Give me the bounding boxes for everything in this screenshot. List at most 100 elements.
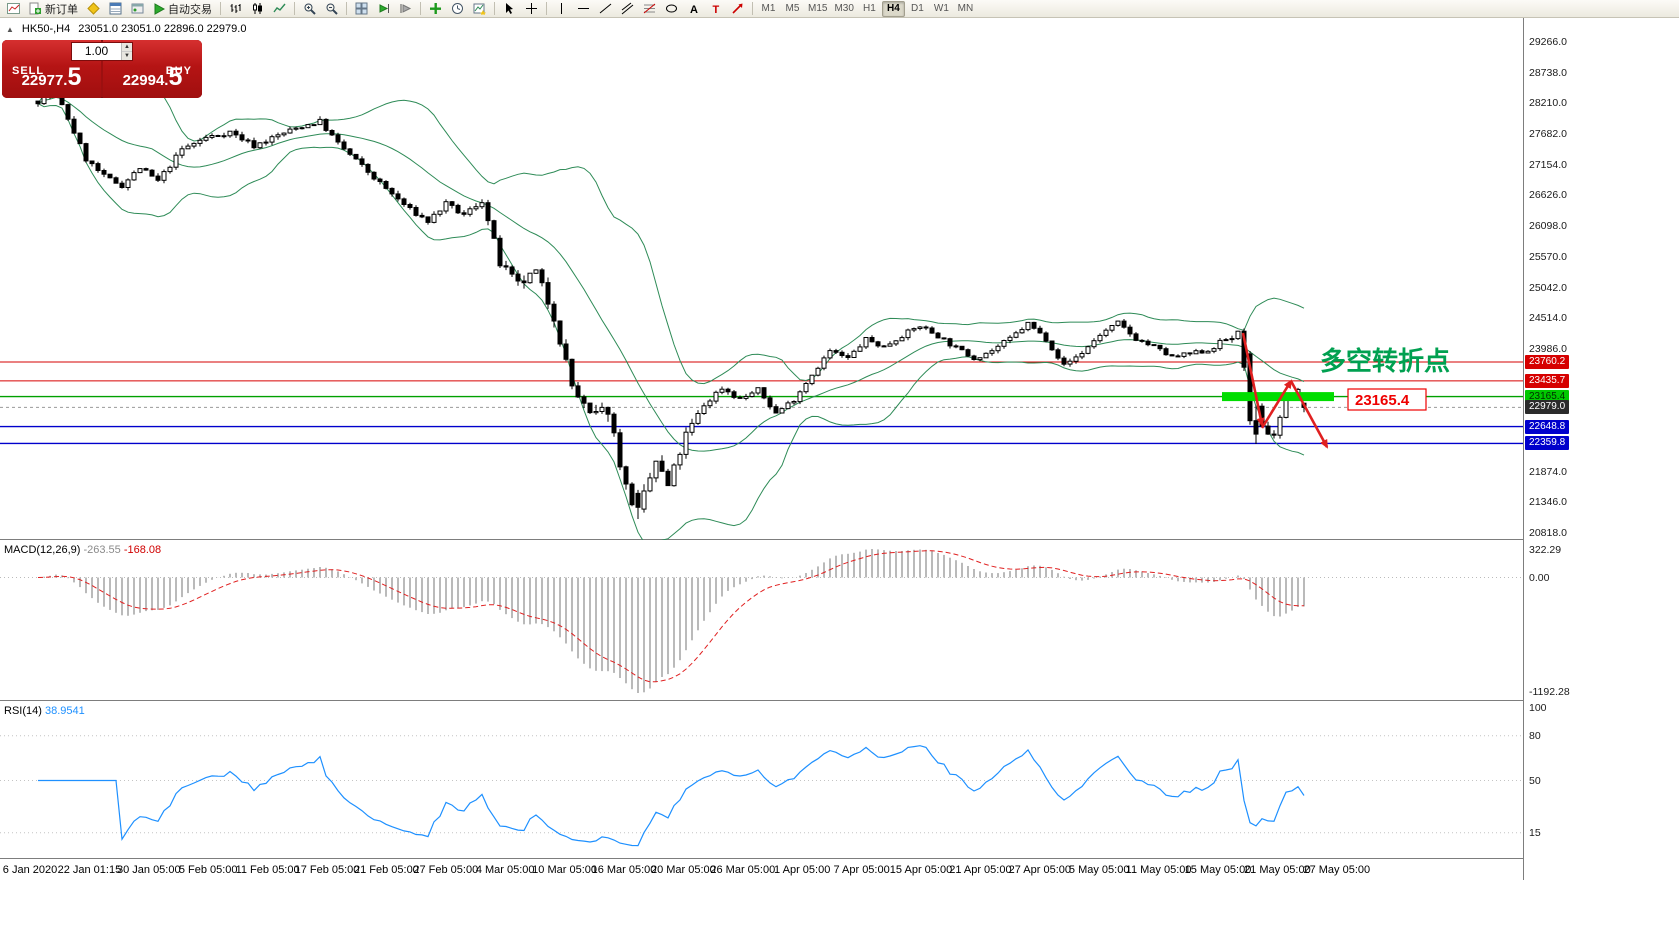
tile-windows-button[interactable] [351,1,372,17]
macd-panel[interactable]: MACD(12,26,9) -263.55 -168.08 [0,541,1523,701]
horizontal-line-icon [577,2,590,15]
fibonacci-button[interactable] [639,1,660,17]
main-toolbar: 新订单 自动交易 A T M1 M5 M15 M30 H1 H4 D1 W1 M… [0,0,1679,18]
rsi-label: RSI(14) 38.9541 [4,705,85,717]
timeframe-m15-button[interactable]: M15 [805,1,830,17]
chart-shift-icon [399,2,412,15]
rsi-value: 38.9541 [44,705,85,717]
zoom-out-icon [325,2,338,15]
macd-chart[interactable] [0,541,1523,701]
shapes-button[interactable] [661,1,682,17]
volume-input[interactable]: 1.00 ▲ ▼ [71,42,133,61]
support-highlight-band[interactable] [1222,392,1334,402]
vertical-line-button[interactable] [551,1,572,17]
text-button[interactable]: A [683,1,704,17]
market-watch-icon [109,2,122,15]
rsi-name: RSI(14) [4,705,42,717]
clock-icon [451,2,464,15]
timeframe-m1-button[interactable]: M1 [757,1,780,17]
periods-button[interactable] [447,1,468,17]
macd-signal-value: -168.08 [123,544,162,556]
time-axis-label: 15 May 05:00 [1184,864,1252,876]
main-chart-panel[interactable]: 多空转折点 23165.4 [0,18,1523,547]
cursor-button[interactable] [499,1,520,17]
metaeditor-icon [87,2,100,15]
sell-button[interactable]: SELL 22977.5 [2,40,101,98]
toolbar-separator [294,2,295,15]
macd-name: MACD(12,26,9) [4,544,81,556]
price-level-chip: 22979.0 [1525,400,1570,415]
templates-button[interactable] [469,1,490,17]
line-chart-icon [273,2,286,15]
text-a-icon: A [687,2,700,15]
auto-scroll-button[interactable] [373,1,394,17]
rsi-panel[interactable]: RSI(14) 38.9541 [0,702,1523,859]
time-axis-label: 30 Jan 05:00 [116,864,181,876]
indicators-button[interactable] [425,1,446,17]
crosshair-button[interactable] [521,1,542,17]
autotrading-play-icon [153,2,165,15]
main-chart[interactable]: 多空转折点 23165.4 [0,18,1523,547]
vertical-line-icon [555,2,568,15]
price-level-chip: 23165.4 [1525,389,1570,404]
timeframe-mn-button[interactable]: MN [954,1,977,17]
zoom-in-button[interactable] [299,1,320,17]
trend-arrow[interactable] [1260,379,1293,429]
annotation-text[interactable]: 多空转折点 [1320,346,1450,376]
timeframe-w1-button[interactable]: W1 [930,1,953,17]
price-axis[interactable]: 29266.0 28738.0 28210.0 27682.0 27154.0 26626… [1523,18,1679,880]
arrows-button[interactable] [727,1,748,17]
metaeditor-button[interactable] [83,1,104,17]
timeframe-h1-button[interactable]: H1 [858,1,881,17]
time-axis-label: 21 Feb 05:00 [353,864,419,876]
autotrading-button[interactable]: 自动交易 [149,1,216,17]
price-tag-box[interactable] [1347,388,1427,411]
toolbar-separator [346,2,347,15]
macd-axis-label: 322.29 [1529,544,1562,556]
svg-text:T: T [713,4,720,15]
price-axis-label: 29266.0 [1529,36,1567,48]
time-axis-label: 27 Apr 05:00 [1008,864,1071,876]
fibonacci-icon [643,2,656,15]
new-order-button[interactable]: 新订单 [25,1,82,17]
timeframe-d1-button[interactable]: D1 [906,1,929,17]
price-axis-label: 27682.0 [1529,128,1567,141]
price-axis-label: 26098.0 [1529,220,1567,233]
price-axis-label: 23986.0 [1529,342,1567,355]
chart-shift-button[interactable] [395,1,416,17]
label-button[interactable]: T [705,1,726,17]
new-order-label: 新订单 [45,3,78,16]
volume-down-button[interactable]: ▼ [122,52,132,60]
macd-axis-label: 0.00 [1529,571,1550,584]
toolbar-separator [752,2,753,15]
horizontal-line-button[interactable] [573,1,594,17]
timeframe-m30-button[interactable]: M30 [831,1,856,17]
time-axis[interactable]: 6 Jan 2020 22 Jan 01:15 30 Jan 05:00 5 Feb … [0,860,1523,882]
terminal-button[interactable] [127,1,148,17]
zoom-in-icon [303,2,316,15]
time-axis-label: 27 Feb 05:00 [413,864,479,876]
zoom-out-button[interactable] [321,1,342,17]
trendline-button[interactable] [595,1,616,17]
candlestick-chart-button[interactable] [247,1,268,17]
line-chart-button[interactable] [269,1,290,17]
chart-info: ▲ HK50-,H4 23051.0 23051.0 22896.0 22979… [6,23,246,35]
price-level-chip: 23435.7 [1525,373,1570,388]
bollinger-upper [37,68,1305,385]
market-watch-button[interactable] [105,1,126,17]
trend-arrow[interactable] [1289,380,1329,449]
channel-button[interactable] [617,1,638,17]
collapse-arrow-icon[interactable]: ▲ [6,24,14,34]
trend-arrow[interactable] [1241,332,1265,427]
bar-chart-button[interactable] [225,1,246,17]
timeframe-m5-button[interactable]: M5 [781,1,804,17]
timeframe-h4-button[interactable]: H4 [881,0,905,17]
macd-label: MACD(12,26,9) -263.55 -168.08 [4,544,161,556]
volume-up-button[interactable]: ▲ [122,43,132,52]
rsi-chart[interactable] [0,702,1523,859]
price-axis-label: 25570.0 [1529,250,1567,263]
time-axis-label: 27 May 05:00 [1303,864,1371,876]
app-chart-icon [3,1,24,17]
time-axis-label: 6 Jan 2020 [2,864,58,876]
toolbar-separator [420,2,421,15]
